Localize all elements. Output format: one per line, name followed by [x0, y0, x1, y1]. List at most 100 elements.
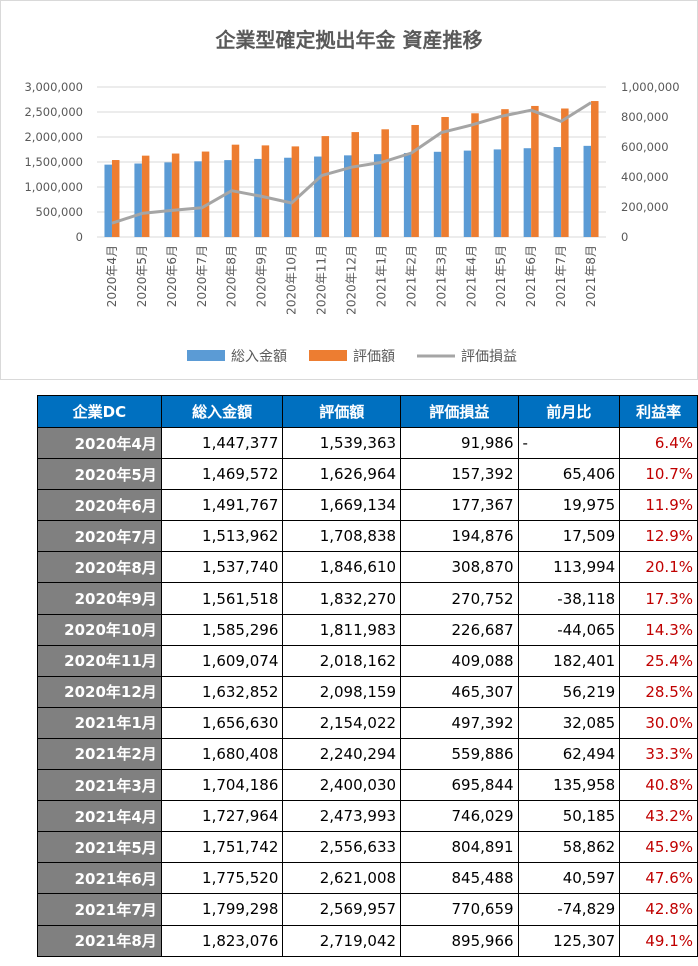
category-tick-label: 2021年5月: [494, 245, 508, 307]
bar-valuation: [141, 155, 150, 237]
cell-deposit: 1,727,964: [160, 800, 284, 833]
bar-deposit: [164, 162, 172, 237]
cell-month-diff: 50,185: [517, 800, 621, 833]
chart-title: 企業型確定拠出年金 資産推移: [215, 28, 483, 52]
cell-profit-rate: 42.8%: [619, 893, 698, 926]
cell-valuation: 2,719,042: [282, 924, 402, 957]
cell-deposit: 1,609,074: [160, 644, 284, 677]
category-tick-label: 2021年3月: [434, 245, 448, 307]
table-row: 2021年8月 1,823,076 2,719,042 895,966 125,307 4…: [37, 924, 698, 957]
table-row: 2020年8月 1,537,740 1,846,610 308,870 113,994 2…: [37, 551, 698, 584]
right-tick-label: 0: [621, 230, 628, 244]
bar-deposit: [433, 151, 442, 237]
bar-valuation: [531, 105, 539, 237]
category-tick-label: 2020年11月: [315, 245, 329, 315]
bar-deposit: [463, 150, 472, 237]
header-valuation: 評価額: [282, 395, 402, 428]
bar-valuation: [561, 108, 569, 237]
cell-gain: 270,752: [400, 582, 519, 615]
cell-profit-rate: 6.4%: [619, 426, 698, 460]
category-tick-label: 2020年6月: [165, 245, 179, 307]
category-tick-label: 2020年8月: [225, 245, 239, 307]
cell-valuation: 1,669,134: [282, 489, 402, 522]
cell-gain: 226,687: [400, 613, 519, 646]
cell-month: 2021年1月: [37, 706, 162, 739]
cell-month-diff: -: [517, 426, 621, 460]
right-tick-label: 400,000: [621, 170, 669, 184]
cell-profit-rate: 49.1%: [619, 924, 698, 957]
cell-month-diff: 62,494: [517, 737, 621, 771]
right-tick-label: 200,000: [621, 200, 669, 214]
bar-deposit: [583, 145, 592, 237]
bar-series: [104, 101, 599, 237]
cell-month-diff: 19,975: [517, 489, 621, 522]
left-tick-label: 2,500,000: [24, 105, 83, 119]
table-row: 2020年7月 1,513,962 1,708,838 194,876 17,509 12…: [37, 520, 698, 553]
bar-valuation: [381, 129, 389, 237]
table-row: 2021年6月 1,775,520 2,621,008 845,488 40,597 47…: [37, 862, 698, 895]
cell-deposit: 1,656,630: [160, 706, 284, 739]
table-row: 2021年7月 1,799,298 2,569,957 770,659 -74,829 4…: [37, 893, 698, 926]
category-tick-label: 2020年5月: [135, 245, 149, 307]
bar-deposit: [403, 152, 412, 237]
header-month-diff: 前月比: [517, 395, 621, 428]
bar-valuation: [171, 153, 180, 237]
line-series: [111, 101, 592, 225]
bar-deposit: [523, 148, 532, 237]
bar-deposit: [373, 154, 382, 237]
table-row: 2020年9月 1,561,518 1,832,270 270,752 -38,118 1…: [37, 582, 698, 615]
cell-profit-rate: 33.3%: [619, 737, 698, 771]
cell-deposit: 1,751,742: [160, 831, 284, 864]
cell-valuation: 2,098,159: [282, 675, 402, 708]
cell-month-diff: 56,219: [517, 675, 621, 708]
cell-profit-rate: 25.4%: [619, 644, 698, 677]
table-header-row: 企業DC 総入金額 評価額 評価損益 前月比 利益率: [37, 395, 698, 428]
bar-deposit: [104, 164, 112, 237]
legend-label: 評価損益: [461, 349, 517, 365]
cell-profit-rate: 14.3%: [619, 613, 698, 646]
bar-deposit: [314, 156, 322, 237]
table-row: 2021年2月 1,680,408 2,240,294 559,886 62,494 33…: [37, 737, 698, 771]
cell-month: 2020年9月: [37, 582, 162, 615]
table-row: 2020年12月 1,632,852 2,098,159 465,307 56,219 2…: [37, 675, 698, 708]
right-tick-label: 600,000: [621, 140, 669, 154]
bar-deposit: [134, 163, 142, 237]
cell-profit-rate: 11.9%: [619, 489, 698, 522]
cell-gain: 177,367: [400, 489, 519, 522]
right-tick-label: 1,000,000: [621, 80, 680, 94]
cell-deposit: 1,585,296: [160, 613, 284, 646]
cell-month-diff: 58,862: [517, 831, 621, 864]
bar-valuation: [291, 146, 300, 237]
left-tick-label: 1,500,000: [24, 155, 83, 169]
bar-deposit: [224, 160, 232, 237]
category-tick-label: 2021年2月: [404, 245, 418, 307]
cell-month: 2020年12月: [37, 675, 162, 708]
line-gain: [111, 101, 592, 225]
legend-label: 評価額: [353, 349, 395, 365]
cell-profit-rate: 45.9%: [619, 831, 698, 864]
cell-gain: 695,844: [400, 769, 519, 802]
cell-valuation: 1,846,610: [282, 551, 402, 584]
cell-deposit: 1,537,740: [160, 551, 284, 584]
table-row: 2020年4月 1,447,377 1,539,363 91,986-6.4%: [37, 426, 698, 460]
bar-valuation: [321, 136, 330, 237]
cell-deposit: 1,680,408: [160, 737, 284, 771]
cell-gain: 895,966: [400, 924, 519, 957]
bar-deposit: [194, 161, 202, 237]
cell-profit-rate: 10.7%: [619, 458, 698, 491]
left-tick-label: 0: [76, 230, 83, 244]
cell-valuation: 1,811,983: [282, 613, 402, 646]
table-row: 2020年5月 1,469,572 1,626,964 157,392 65,406 10…: [37, 458, 698, 491]
right-tick-label: 800,000: [621, 110, 669, 124]
cell-deposit: 1,447,377: [160, 426, 284, 460]
table-row: 2020年10月 1,585,296 1,811,983 226,687 -44,065…: [37, 613, 698, 646]
cell-month-diff: 182,401: [517, 644, 621, 677]
cell-month-diff: 65,406: [517, 458, 621, 491]
category-tick-label: 2021年7月: [554, 245, 568, 307]
cell-profit-rate: 47.6%: [619, 862, 698, 895]
cell-valuation: 2,473,993: [282, 800, 402, 833]
cell-month-diff: 125,307: [517, 924, 621, 957]
header-profit-rate: 利益率: [619, 395, 698, 428]
cell-gain: 465,307: [400, 675, 519, 708]
table-row: 2020年11月 1,609,074 2,018,162 409,088 182,401…: [37, 644, 698, 677]
